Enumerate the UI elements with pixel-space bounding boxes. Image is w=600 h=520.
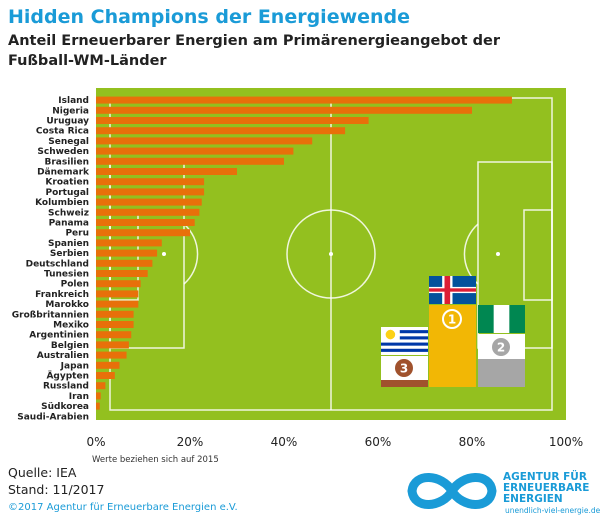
category-label-11: Schweiz bbox=[48, 208, 89, 218]
flag-uruguay-icon bbox=[381, 327, 428, 355]
category-label-20: Marokko bbox=[45, 300, 89, 310]
bar-28 bbox=[96, 382, 106, 390]
bar-30 bbox=[96, 402, 100, 410]
bar-27 bbox=[96, 372, 115, 379]
podium-third-label: 3 bbox=[400, 362, 408, 376]
date-label: Stand: 11/2017 bbox=[8, 482, 105, 497]
bar-23 bbox=[96, 331, 132, 339]
bar-29 bbox=[96, 392, 101, 400]
category-label-10: Kolumbien bbox=[35, 198, 89, 208]
category-label-22: Mexiko bbox=[53, 321, 89, 331]
bar-8 bbox=[96, 178, 205, 186]
page-title: Hidden Champions der Energiewende bbox=[8, 6, 411, 28]
bar-6 bbox=[96, 157, 284, 165]
bar-21 bbox=[96, 310, 134, 318]
flag-nigeria-icon bbox=[478, 305, 525, 333]
x-tick-label-1: 20% bbox=[177, 435, 204, 449]
category-label-19: Frankreich bbox=[35, 290, 89, 300]
category-label-1: Nigeria bbox=[52, 106, 89, 116]
medal-third-icon bbox=[395, 359, 413, 377]
category-label-5: Schweden bbox=[37, 147, 89, 157]
podium-first-block bbox=[429, 305, 476, 387]
category-label-29: Iran bbox=[69, 392, 89, 402]
pitch-right-penalty-spot bbox=[496, 252, 500, 256]
pitch-center-spot bbox=[329, 252, 333, 256]
bar-15 bbox=[96, 249, 158, 257]
bar-7 bbox=[96, 168, 237, 175]
category-label-25: Australien bbox=[37, 351, 89, 361]
category-label-14: Spanien bbox=[48, 239, 89, 249]
bar-5 bbox=[96, 147, 294, 155]
bar-2 bbox=[96, 117, 369, 124]
copyright: ©2017 Agentur für Erneuerbare Energien e… bbox=[8, 502, 238, 513]
logo-url: unendlich-viel-energie.de bbox=[505, 506, 600, 515]
bar-3 bbox=[96, 127, 346, 135]
podium-third-block bbox=[381, 380, 428, 387]
x-tick-label-4: 80% bbox=[459, 435, 486, 449]
logo-wordmark: AGENTUR FÜR ERNEUERBARE ENERGIEN bbox=[503, 471, 590, 505]
bar-25 bbox=[96, 351, 127, 359]
bar-22 bbox=[96, 321, 134, 328]
category-label-28: Russland bbox=[43, 382, 89, 392]
category-label-15: Serbien bbox=[50, 249, 89, 259]
infinity-logo-icon bbox=[407, 473, 497, 509]
bar-24 bbox=[96, 341, 129, 349]
bar-1 bbox=[96, 106, 472, 114]
medal-second-icon bbox=[492, 338, 510, 356]
bar-0 bbox=[96, 96, 512, 104]
category-label-17: Tunesien bbox=[44, 270, 89, 280]
category-label-12: Panama bbox=[49, 219, 89, 229]
category-label-9: Portugal bbox=[45, 188, 89, 198]
category-label-0: Island bbox=[58, 96, 89, 106]
bar-12 bbox=[96, 219, 195, 226]
x-tick-label-0: 0% bbox=[86, 435, 105, 449]
bar-16 bbox=[96, 259, 153, 267]
category-label-2: Uruguay bbox=[46, 117, 89, 127]
bar-20 bbox=[96, 300, 139, 308]
x-tick-label-2: 40% bbox=[271, 435, 298, 449]
podium-first-label: 1 bbox=[448, 313, 456, 327]
bar-17 bbox=[96, 270, 148, 277]
bar-9 bbox=[96, 188, 205, 196]
category-label-26: Japan bbox=[60, 361, 89, 371]
medal-first-icon bbox=[442, 309, 462, 329]
flag-iceland-icon bbox=[429, 276, 476, 304]
pitch-left-penalty-spot bbox=[162, 252, 166, 256]
x-tick-label-3: 60% bbox=[365, 435, 392, 449]
podium-second-block bbox=[478, 359, 525, 387]
category-label-18: Polen bbox=[61, 280, 89, 290]
category-label-13: Peru bbox=[65, 229, 89, 239]
category-label-21: Großbritannien bbox=[12, 310, 89, 320]
category-label-27: Ägypten bbox=[46, 371, 89, 382]
category-label-6: Brasilien bbox=[45, 157, 90, 167]
category-label-4: Senegal bbox=[48, 137, 89, 147]
x-tick-label-5: 100% bbox=[549, 435, 583, 449]
data-note: Werte beziehen sich auf 2015 bbox=[92, 455, 219, 465]
bar-11 bbox=[96, 208, 200, 216]
pitch-right-goal-box bbox=[523, 209, 553, 301]
pitch-center-circle bbox=[286, 209, 376, 299]
category-label-30: Südkorea bbox=[41, 402, 89, 412]
bar-14 bbox=[96, 239, 162, 247]
category-label-31: Saudi-Arabien bbox=[17, 412, 89, 422]
bar-19 bbox=[96, 290, 139, 298]
category-label-7: Dänemark bbox=[37, 168, 90, 178]
category-label-24: Belgien bbox=[51, 341, 89, 351]
bar-26 bbox=[96, 361, 120, 369]
source-label: Quelle: IEA bbox=[8, 465, 77, 480]
category-label-23: Argentinien bbox=[29, 331, 89, 341]
bar-4 bbox=[96, 137, 313, 145]
category-label-3: Costa Rica bbox=[36, 127, 89, 137]
bar-18 bbox=[96, 280, 141, 288]
podium-second-label: 2 bbox=[497, 341, 505, 355]
bar-10 bbox=[96, 198, 202, 206]
category-label-16: Deutschland bbox=[26, 259, 89, 269]
bar-13 bbox=[96, 229, 190, 237]
category-label-8: Kroatien bbox=[45, 178, 89, 188]
chart-subtitle: Anteil Erneuerbarer Energien am Primären… bbox=[8, 33, 501, 69]
